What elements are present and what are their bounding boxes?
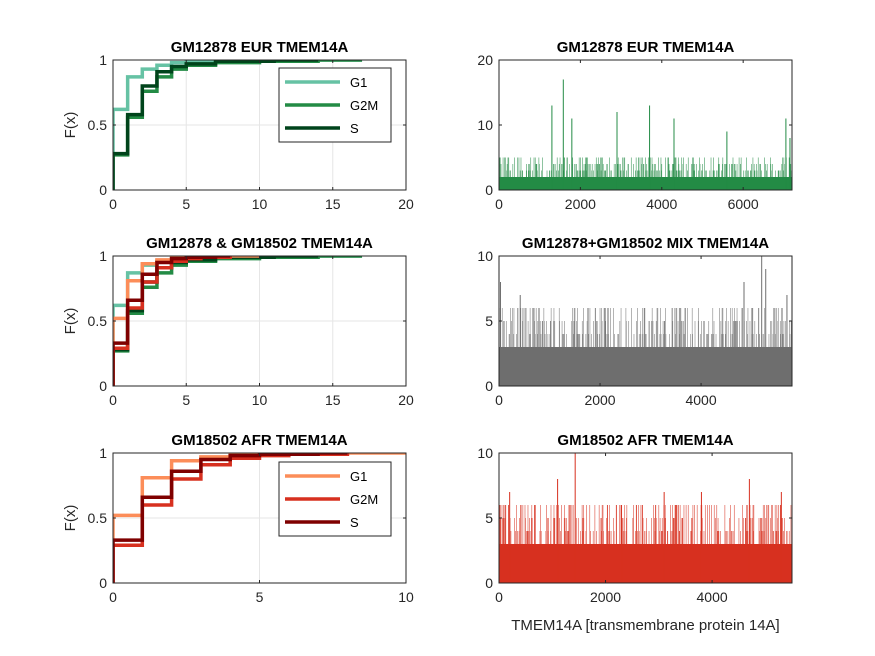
x-tick-label: 4000 [685,392,716,408]
cdf-line-series-3 [113,60,319,190]
legend: G1 G2M S [278,461,392,537]
y-tick-label: 0.5 [88,117,108,133]
ticks: 0 5 10 15 20 0 0.5 1 [88,52,414,212]
chart-title: GM18502 AFR TMEM14A [171,432,347,449]
y-axis-label: F(x) [62,308,79,335]
y-tick-label: 0 [485,575,493,591]
ticks: 0 5 10 0 0.5 1 [88,445,414,605]
x-tick-label: 5 [182,392,190,408]
x-tick-label: 0 [109,392,117,408]
chart-panel-1: 0 5 10 15 20 0 0.5 1 GM12878 EUR TMEM14A F(x) G1 G2… [62,39,414,212]
legend-entry-1: G1 [350,469,367,484]
x-tick-label: 5 [256,589,264,605]
x-tick-label: 0 [109,196,117,212]
x-tick-label: 10 [252,392,268,408]
legend-entry-3: S [350,515,359,530]
chart-panel-4: 0 2000 4000 0 5 10 GM12878+GM18502 MIX TMEM14A [477,235,793,408]
ticks: 0 5 10 15 20 0 0.5 1 [88,248,414,408]
chart-title: GM12878 EUR TMEM14A [557,39,735,56]
chart-panel-3: 0 5 10 15 20 0 0.5 1 GM12878 & GM18502 TMEM14A F(… [62,235,414,408]
ticks: 0 2000 4000 0 5 10 [477,248,792,408]
x-tick-label: 0 [109,589,117,605]
x-tick-label: 0 [495,196,503,212]
y-tick-label: 0 [99,378,107,394]
x-tick-label: 2000 [584,392,615,408]
x-tick-label: 4000 [697,589,728,605]
legend-entry-2: G2M [350,492,378,507]
x-tick-label: 4000 [646,196,677,212]
x-tick-label: 2000 [590,589,621,605]
y-tick-label: 1 [99,248,107,264]
cdf-line-series-3 [113,453,348,583]
legend-entry-1: G1 [350,75,367,90]
y-tick-label: 0 [485,182,493,198]
chart-title: GM18502 AFR TMEM14A [557,432,733,449]
y-tick-label: 0 [485,378,493,394]
y-tick-label: 0.5 [88,510,108,526]
x-tick-label: 5 [182,196,190,212]
x-tick-label: 10 [252,196,268,212]
x-tick-label: 6000 [728,196,759,212]
legend-entry-2: G2M [350,98,378,113]
y-tick-label: 5 [485,510,493,526]
chart-title: GM12878 & GM18502 TMEM14A [146,235,373,252]
x-tick-label: 15 [325,392,341,408]
y-tick-label: 10 [477,445,493,461]
y-tick-label: 0 [99,182,107,198]
x-tick-label: 2000 [565,196,596,212]
x-tick-label: 0 [495,392,503,408]
plot-content [499,453,792,583]
chart-panel-5: 0 5 10 0 0.5 1 GM18502 AFR TMEM14A F(x) G1 G2M S [62,432,414,605]
y-axis-label: F(x) [62,112,79,139]
count-bars-baseline [499,544,792,583]
ticks: 0 2000 4000 0 5 10 [477,445,792,605]
count-bars-baseline [499,347,792,386]
y-tick-label: 0.5 [88,313,108,329]
x-tick-label: 10 [398,589,414,605]
cdf-line-series-6 [113,256,231,386]
ticks: 0 2000 4000 6000 0 10 20 [477,52,792,212]
plot-content [499,256,792,386]
x-tick-label: 20 [398,392,414,408]
x-tick-label: 0 [495,589,503,605]
y-axis-label: F(x) [62,505,79,532]
y-tick-label: 10 [477,248,493,264]
x-tick-label: 20 [398,196,414,212]
y-tick-label: 10 [477,117,493,133]
x-tick-label: 15 [325,196,341,212]
chart-title: GM12878+GM18502 MIX TMEM14A [522,235,769,252]
x-axis-label: TMEM14A [transmembrane protein 14A] [511,617,779,634]
chart-title: GM12878 EUR TMEM14A [171,39,349,56]
legend-entry-3: S [350,121,359,136]
y-tick-label: 1 [99,445,107,461]
y-tick-label: 0 [99,575,107,591]
y-tick-label: 1 [99,52,107,68]
chart-panel-6: 0 2000 4000 0 5 10 GM18502 AFR TMEM14A TMEM14A … [477,432,793,634]
chart-panel-2: 0 2000 4000 6000 0 10 20 GM12878 EUR TMEM14A [477,39,793,212]
plot-content [499,79,792,190]
y-tick-label: 5 [485,313,493,329]
plot-content [113,453,406,583]
y-tick-label: 20 [477,52,493,68]
count-bars-baseline [499,177,792,190]
legend: G1 G2M S [278,67,392,143]
